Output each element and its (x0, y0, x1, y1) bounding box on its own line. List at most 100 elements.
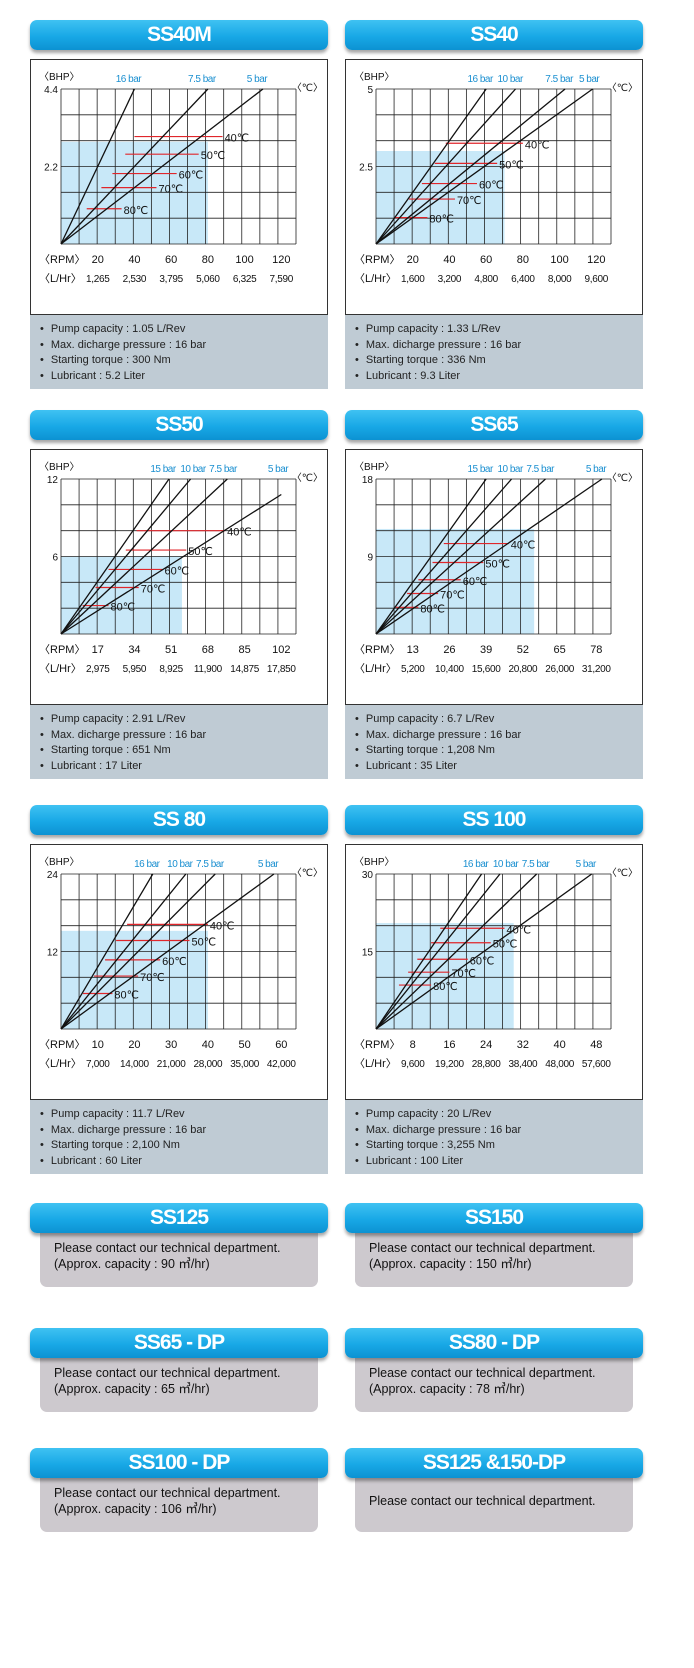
temperature-label: 60℃ (162, 956, 187, 968)
contact-panel-ss125-150-dp: SS125 &150-DP Please contact our technic… (345, 1448, 643, 1540)
rpm-axis-label: 〈RPM〉 (39, 643, 85, 656)
rpm-tick-label: 34 (128, 644, 140, 656)
model-title: SS40M (30, 20, 328, 50)
pressure-label: 16 bar (467, 74, 494, 85)
pressure-label: 7.5 bar (526, 464, 555, 475)
pressure-line (60, 478, 192, 635)
contact-message: Please contact our technical department.… (40, 1470, 318, 1532)
spec-pump-capacity: Pump capacity : 1.05 L/Rev (40, 322, 328, 338)
capacity-note: (Approx. capacity : 65 ㎥/hr) (54, 1382, 210, 1396)
pressure-line (60, 88, 136, 245)
rpm-tick-label: 8 (410, 1039, 416, 1051)
pressure-label: 5 bar (579, 74, 600, 85)
y-tick-mid: 6 (52, 553, 58, 564)
spec-max-pressure: Max. dicharge pressure : 16 bar (40, 728, 328, 744)
temp-unit-label: 〈℃〉 (607, 867, 638, 879)
rpm-tick-label: 120 (587, 254, 605, 266)
spec-starting-torque: Starting torque : 2,100 Nm (40, 1138, 328, 1154)
temperature-label: 50℃ (493, 939, 518, 951)
chart-frame: 40℃ 50℃ 60℃ 70℃ 80℃ 16 bar 7.5 bar 5 bar 〈BHP〉 〈℃… (30, 59, 328, 315)
temperature-label: 60℃ (470, 955, 495, 967)
performance-chart: 40℃ 50℃ 60℃ 70℃ 80℃ 16 bar 7.5 bar 5 bar 〈BHP〉〈℃… (39, 71, 323, 285)
contact-panel-ss65-dp: SS65 - DP Please contact our technical d… (30, 1328, 328, 1420)
rpm-tick-label: 80 (202, 254, 214, 266)
y-axis-label: 〈BHP〉 (39, 856, 80, 868)
model-panel-ss40: SS40 40℃ 50℃ 60℃ 70℃ 80℃ 16 bar 10 bar 7.5 bar 5… (345, 20, 643, 392)
lhr-tick-label: 4,800 (474, 274, 498, 285)
temperature-label: 70℃ (140, 972, 165, 984)
rpm-tick-label: 78 (590, 644, 602, 656)
model-title: SS50 (30, 410, 328, 440)
lhr-tick-label: 6,325 (233, 274, 257, 285)
capacity-note: (Approx. capacity : 150 ㎥/hr) (369, 1257, 532, 1271)
pressure-label: 5 bar (258, 859, 279, 870)
lhr-tick-label: 14,000 (120, 1059, 150, 1070)
rpm-tick-label: 20 (407, 254, 419, 266)
pressure-label: 15 bar (150, 464, 177, 475)
spec-lubricant: Lubricant : 60 Liter (40, 1154, 328, 1170)
temperature-label: 40℃ (210, 920, 235, 932)
pressure-line (60, 88, 264, 245)
temperature-label: 80℃ (420, 603, 445, 615)
lhr-tick-label: 7,000 (86, 1059, 110, 1070)
pressure-label: 7.5 bar (545, 74, 574, 85)
model-title: SS65 - DP (30, 1328, 328, 1358)
rpm-tick-label: 48 (590, 1039, 602, 1051)
model-panel-ss100: SS 100 40℃ 50℃ 60℃ 70℃ 80℃ 16 bar 10 bar 7.5 ba… (345, 805, 643, 1177)
rpm-axis-label: 〈RPM〉 (354, 643, 400, 656)
temperature-label: 60℃ (479, 180, 504, 192)
lhr-axis-label: 〈L/Hr〉 (39, 662, 82, 675)
lhr-tick-label: 48,000 (545, 1059, 575, 1070)
y-tick-max: 4.4 (44, 85, 58, 96)
chart-frame: 40℃ 50℃ 60℃ 70℃ 80℃ 16 bar 10 bar 7.5 bar 5 bar 〈… (345, 59, 643, 315)
spec-pump-capacity: Pump capacity : 20 L/Rev (355, 1107, 643, 1123)
temperature-label: 50℃ (485, 559, 510, 571)
capacity-note: (Approx. capacity : 90 ㎥/hr) (54, 1257, 210, 1271)
pressure-label: 7.5 bar (209, 464, 238, 475)
contact-line: Please contact our technical department. (54, 1241, 281, 1255)
model-title: SS 80 (30, 805, 328, 835)
rpm-tick-label: 39 (480, 644, 492, 656)
model-panel-ss80: SS 80 40℃ 50℃ 60℃ 70℃ 80℃ 16 bar 10 bar 7.5 bar… (30, 805, 328, 1177)
model-title: SS150 (345, 1203, 643, 1233)
pressure-line (375, 873, 593, 1030)
rpm-tick-label: 100 (235, 254, 253, 266)
rpm-tick-label: 50 (238, 1039, 250, 1051)
pressure-line (60, 493, 282, 635)
contact-message: Please contact our technical department.… (40, 1225, 318, 1287)
contact-message: Please contact our technical department.… (355, 1350, 633, 1412)
lhr-tick-label: 19,200 (435, 1059, 465, 1070)
temperature-label: 70℃ (440, 590, 465, 602)
spec-panel: Pump capacity : 20 L/Rev Max. dicharge p… (345, 1100, 643, 1174)
spec-lubricant: Lubricant : 35 Liter (355, 759, 643, 775)
lhr-axis-label: 〈L/Hr〉 (354, 272, 397, 285)
lhr-tick-label: 3,795 (159, 274, 183, 285)
rpm-tick-label: 51 (165, 644, 177, 656)
model-title: SS125 &150-DP (345, 1448, 643, 1478)
lhr-tick-label: 1,600 (401, 274, 425, 285)
lhr-tick-label: 31,200 (582, 664, 612, 675)
rpm-tick-label: 40 (443, 254, 455, 266)
temperature-label: 50℃ (188, 546, 213, 558)
lhr-tick-label: 11,900 (194, 664, 223, 675)
lhr-tick-label: 2,975 (86, 664, 110, 675)
pressure-label: 7.5 bar (522, 859, 551, 870)
pressure-label: 10 bar (167, 859, 194, 870)
lhr-tick-label: 42,000 (267, 1059, 297, 1070)
spec-panel: Pump capacity : 6.7 L/Rev Max. dicharge … (345, 705, 643, 779)
spec-starting-torque: Starting torque : 1,208 Nm (355, 743, 643, 759)
y-axis-label: 〈BHP〉 (39, 461, 80, 473)
spec-starting-torque: Starting torque : 300 Nm (40, 353, 328, 369)
rpm-tick-label: 52 (517, 644, 529, 656)
rpm-tick-label: 20 (92, 254, 104, 266)
contact-line: Please contact our technical department. (54, 1486, 281, 1500)
contact-message: Please contact our technical department.… (355, 1225, 633, 1287)
pressure-label: 16 bar (463, 859, 490, 870)
lhr-tick-label: 17,850 (267, 664, 297, 675)
temp-unit-label: 〈℃〉 (607, 472, 638, 484)
pressure-label: 10 bar (497, 74, 524, 85)
lhr-axis-label: 〈L/Hr〉 (354, 662, 397, 675)
contact-panel-ss125: SS125 Please contact our technical depar… (30, 1203, 328, 1295)
y-tick-mid: 9 (367, 553, 373, 564)
spec-max-pressure: Max. dicharge pressure : 16 bar (40, 1123, 328, 1139)
